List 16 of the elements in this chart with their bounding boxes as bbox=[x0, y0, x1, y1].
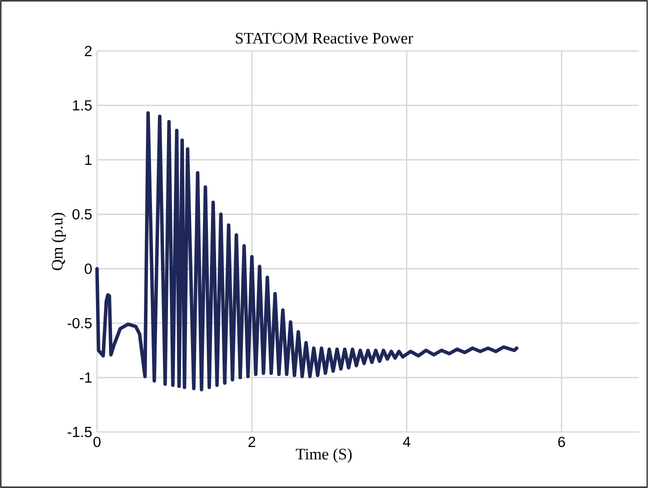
x-axis-title: Time (S) bbox=[296, 448, 352, 463]
x-tick-label: 6 bbox=[558, 436, 566, 448]
y-tick-label: -0.5 bbox=[68, 318, 92, 328]
chart-title: STATCOM Reactive Power bbox=[236, 32, 413, 44]
y-tick-label: 0.5 bbox=[72, 209, 92, 220]
y-axis-title: Qm (p.u) bbox=[51, 212, 66, 270]
y-tick-label: -1 bbox=[80, 372, 92, 383]
y-tick-label: 2 bbox=[84, 46, 92, 56]
x-tick-label: 0 bbox=[93, 436, 100, 448]
y-tick-label: 1 bbox=[85, 154, 92, 165]
y-tick-label: 0 bbox=[84, 264, 92, 274]
y-tick-label: -1.5 bbox=[68, 426, 92, 438]
x-tick-label: 4 bbox=[402, 436, 410, 447]
line-series bbox=[95, 111, 518, 392]
y-tick-label: 1.5 bbox=[73, 100, 92, 111]
x-tick-label: 2 bbox=[248, 436, 256, 447]
